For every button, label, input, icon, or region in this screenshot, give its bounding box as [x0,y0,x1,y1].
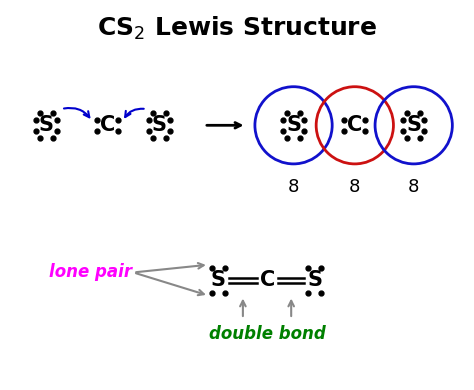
Text: S: S [210,270,226,290]
Text: C: C [100,115,115,135]
Text: double bond: double bond [209,325,326,344]
Text: 8: 8 [288,178,299,196]
Text: S: S [39,115,54,135]
Text: S: S [406,115,421,135]
Text: lone pair: lone pair [49,263,133,282]
Text: S: S [307,270,322,290]
Text: CS$_2$ Lewis Structure: CS$_2$ Lewis Structure [97,15,377,42]
Text: 8: 8 [408,178,419,196]
Text: C: C [347,115,363,135]
Text: S: S [152,115,167,135]
Text: C: C [260,270,275,290]
Text: 8: 8 [349,178,361,196]
Text: S: S [286,115,301,135]
